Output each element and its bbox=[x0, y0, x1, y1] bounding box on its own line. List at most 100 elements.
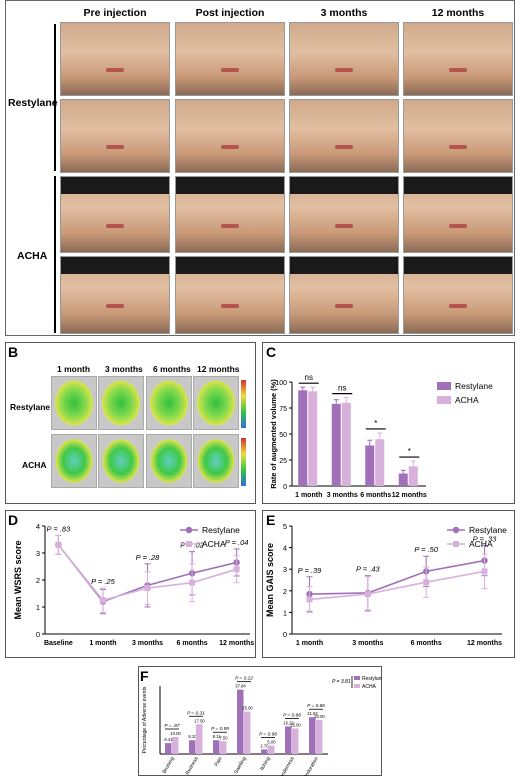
bar bbox=[316, 720, 323, 754]
lips bbox=[449, 67, 467, 72]
p-value-label: P = .43 bbox=[356, 565, 381, 574]
color-scale-bar bbox=[241, 438, 246, 486]
bar bbox=[196, 724, 203, 754]
row-divider-acha bbox=[54, 176, 56, 333]
bar-value-label: 5.00 bbox=[267, 740, 276, 745]
bar-value-label: 25.00 bbox=[242, 706, 253, 711]
bar bbox=[365, 445, 375, 486]
bar bbox=[308, 391, 318, 486]
patient-photo bbox=[403, 22, 513, 96]
x-tick-label: Itching bbox=[259, 756, 272, 772]
y-tick-label: 4 bbox=[283, 544, 287, 553]
x-tick-label: 6 months bbox=[360, 492, 391, 499]
x-tick-label: Baseline bbox=[44, 640, 73, 647]
y-tick-label: 5 bbox=[283, 522, 287, 531]
legend-label: ACHA bbox=[469, 539, 493, 549]
x-tick-label: 1 month bbox=[89, 640, 116, 647]
x-tick-label: 1 month bbox=[295, 492, 322, 499]
b-col-2: 3 months bbox=[105, 364, 143, 374]
p-value-label: P = .04 bbox=[225, 538, 249, 547]
face-3d-map bbox=[51, 376, 97, 430]
p-value-label: P = .83 bbox=[47, 524, 72, 533]
lips bbox=[449, 304, 467, 309]
lips bbox=[449, 144, 467, 149]
x-tick-label: Redness bbox=[185, 756, 200, 776]
bar bbox=[244, 711, 251, 754]
face-3d-map bbox=[193, 434, 239, 488]
panel-d-letter: D bbox=[8, 512, 19, 528]
patient-photo bbox=[175, 256, 285, 334]
col-header-post: Post injection bbox=[195, 7, 265, 19]
patient-photo bbox=[289, 22, 399, 96]
x-tick-label: 12 months bbox=[467, 640, 502, 647]
lips bbox=[221, 144, 239, 149]
data-point bbox=[364, 591, 371, 598]
legend-marker bbox=[186, 541, 192, 547]
panel-c-letter: C bbox=[266, 344, 277, 360]
patient-photo bbox=[60, 22, 170, 96]
data-point bbox=[481, 568, 488, 575]
b-col-4: 12 months bbox=[197, 364, 240, 374]
face-3d-map bbox=[98, 376, 144, 430]
y-tick-label: 1 bbox=[36, 603, 40, 612]
bar-value-label: 8.11 bbox=[213, 734, 222, 739]
y-axis-label: Rate of augmented volume (%) bbox=[269, 379, 278, 489]
bar-value-label: 37.84 bbox=[235, 684, 246, 689]
x-tick-label: 1 month bbox=[296, 640, 323, 647]
panel-f-frame bbox=[138, 666, 382, 776]
extra-p-value: P = 3.81 bbox=[332, 679, 351, 685]
patient-photo bbox=[60, 99, 170, 173]
legend-label: Restylane bbox=[455, 381, 493, 391]
p-value-label: P = 0.98 bbox=[259, 732, 277, 738]
legend-marker bbox=[453, 541, 459, 547]
legend-label: ACHA bbox=[202, 539, 226, 549]
bar-value-label: 20.00 bbox=[314, 714, 325, 719]
bar-value-label: 7.50 bbox=[219, 735, 228, 740]
legend-label: Restylane bbox=[362, 676, 382, 682]
bar bbox=[398, 473, 408, 486]
patient-photo bbox=[175, 99, 285, 173]
data-point bbox=[189, 579, 196, 586]
y-tick-label: 2 bbox=[36, 576, 40, 585]
p-value-label: P = .87 bbox=[164, 723, 179, 729]
lips bbox=[221, 223, 239, 228]
x-tick-label: 6 months bbox=[411, 640, 442, 647]
bar bbox=[331, 403, 341, 486]
b-col-3: 6 months bbox=[153, 364, 191, 374]
legend-swatch bbox=[437, 396, 451, 404]
lips bbox=[221, 304, 239, 309]
face-3d-map bbox=[146, 434, 192, 488]
legend-label: Restylane bbox=[202, 525, 240, 535]
bar-value-label: 6.41 bbox=[164, 737, 173, 742]
patient-photo bbox=[175, 22, 285, 96]
p-value-label: P = 0.99 bbox=[211, 726, 229, 732]
x-tick-label: 3 months bbox=[327, 492, 358, 499]
p-value-label: P = 0.86 bbox=[307, 703, 325, 709]
p-value-label: P = .50 bbox=[414, 545, 439, 554]
patient-photo bbox=[60, 256, 170, 334]
panel-f-letter: F bbox=[140, 668, 149, 684]
x-tick-label: 3 months bbox=[352, 640, 383, 647]
legend-label: ACHA bbox=[455, 395, 479, 405]
data-point bbox=[99, 597, 106, 604]
row-label-acha: ACHA bbox=[17, 250, 48, 262]
col-header-pre: Pre injection bbox=[83, 7, 147, 19]
lips bbox=[106, 304, 124, 309]
bar-value-label: 8.10 bbox=[188, 734, 197, 739]
patient-photo bbox=[403, 176, 513, 253]
bar bbox=[165, 743, 172, 754]
x-tick-label: Swelling bbox=[233, 756, 248, 775]
chart-d-wsrs: 0 1 2 3 4 Mean WSRS score Baseline 1 month 3 mon… bbox=[13, 522, 254, 647]
p-value-label: P = .33 bbox=[473, 534, 498, 543]
patient-photo bbox=[175, 176, 285, 253]
row-label-restylane: Restylane bbox=[8, 97, 58, 109]
data-point bbox=[144, 585, 151, 592]
x-tick-label: 3 months bbox=[132, 640, 163, 647]
x-tick-label: 12 months bbox=[219, 640, 254, 647]
y-tick-label: 3 bbox=[283, 565, 287, 574]
bar bbox=[341, 402, 351, 486]
data-point bbox=[233, 566, 240, 573]
y-tick-label: 1 bbox=[283, 608, 287, 617]
y-tick-label: 0 bbox=[36, 630, 40, 639]
